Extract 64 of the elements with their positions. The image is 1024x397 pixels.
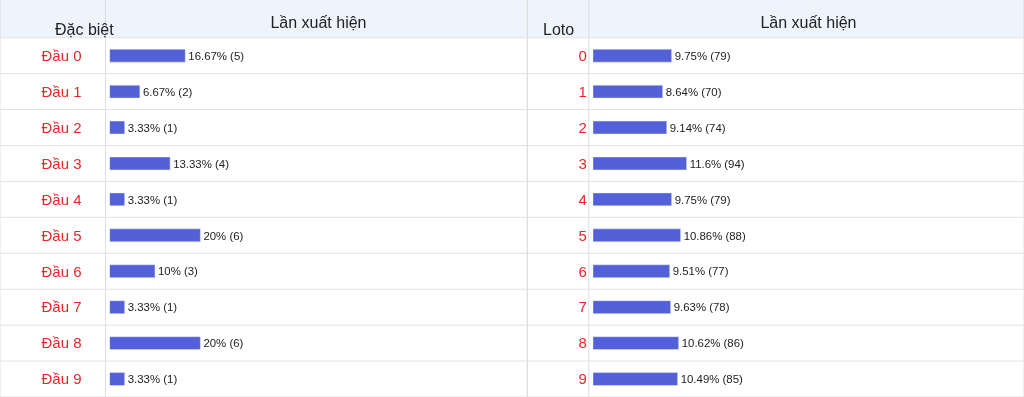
data-label: 3.33% (1) (127, 301, 178, 314)
data-label: 8.64% (70) (665, 85, 722, 98)
y-tick-label: Đầu 1 (41, 82, 82, 100)
data-label: 10.49% (85) (680, 373, 744, 386)
y-tick-label: Đầu 0 (41, 46, 82, 64)
data-label: 10% (3) (158, 265, 199, 278)
bar (109, 336, 201, 350)
bar (592, 84, 663, 99)
y-tick-label: 7 (578, 298, 587, 316)
x-axis-title: Lần xuất hiện (270, 13, 367, 31)
data-label: 9.14% (74) (669, 121, 726, 134)
data-label: 9.75% (79) (674, 49, 731, 62)
bar (592, 372, 678, 386)
data-label: 6.67% (2) (142, 85, 193, 98)
y-tick-label: 2 (578, 118, 587, 136)
data-label: 20% (6) (203, 229, 244, 242)
y-tick-label: 0 (578, 46, 587, 64)
y-tick-label: Đầu 5 (41, 226, 82, 244)
data-label: 10.62% (86) (681, 337, 744, 350)
bar (592, 192, 672, 207)
bar (109, 84, 141, 99)
bar (592, 228, 681, 243)
data-label: 3.33% (1) (127, 373, 178, 386)
y-tick-label: Đầu 8 (41, 334, 82, 352)
y-axis-title: Đặc biệt (55, 21, 115, 38)
y-tick-label: 1 (578, 82, 587, 100)
data-label: 9.75% (79) (674, 193, 731, 206)
data-label: 3.33% (1) (127, 193, 178, 206)
bar (592, 48, 672, 63)
bar (109, 120, 125, 135)
data-label: 11.6% (94) (689, 157, 745, 170)
x-axis-title: Lần xuất hiện (760, 13, 857, 31)
data-label: 9.63% (78) (673, 301, 730, 314)
y-tick-label: 6 (578, 262, 587, 280)
bar (109, 48, 186, 63)
y-tick-label: 3 (578, 154, 587, 172)
y-tick-label: Đầu 3 (41, 154, 82, 172)
y-tick-label: 9 (578, 370, 587, 388)
y-tick-label: 5 (578, 226, 587, 244)
data-label: 16.67% (5) (188, 49, 245, 62)
y-tick-label: Đầu 9 (41, 370, 82, 388)
y-tick-label: 4 (578, 190, 587, 208)
data-label: 9.51% (77) (672, 265, 729, 278)
bar (109, 264, 156, 278)
bar (109, 372, 125, 386)
y-tick-label: Đầu 7 (41, 298, 82, 316)
data-label: 10.86% (88) (683, 229, 746, 242)
bar (592, 336, 679, 350)
y-tick-label: Đầu 6 (41, 262, 82, 280)
y-axis-title: Loto (543, 21, 575, 38)
bar (109, 192, 125, 207)
data-label: 20% (6) (203, 337, 244, 350)
bar (592, 264, 670, 278)
data-label: 13.33% (4) (173, 157, 230, 170)
bar (592, 300, 671, 314)
y-tick-label: Đầu 4 (41, 190, 82, 208)
bar (109, 156, 171, 171)
y-tick-label: 8 (578, 334, 587, 352)
bar (109, 300, 125, 314)
bar (109, 228, 201, 243)
data-label: 3.33% (1) (127, 121, 178, 134)
bar (592, 120, 667, 135)
bar (592, 156, 687, 171)
y-tick-label: Đầu 2 (41, 118, 82, 136)
